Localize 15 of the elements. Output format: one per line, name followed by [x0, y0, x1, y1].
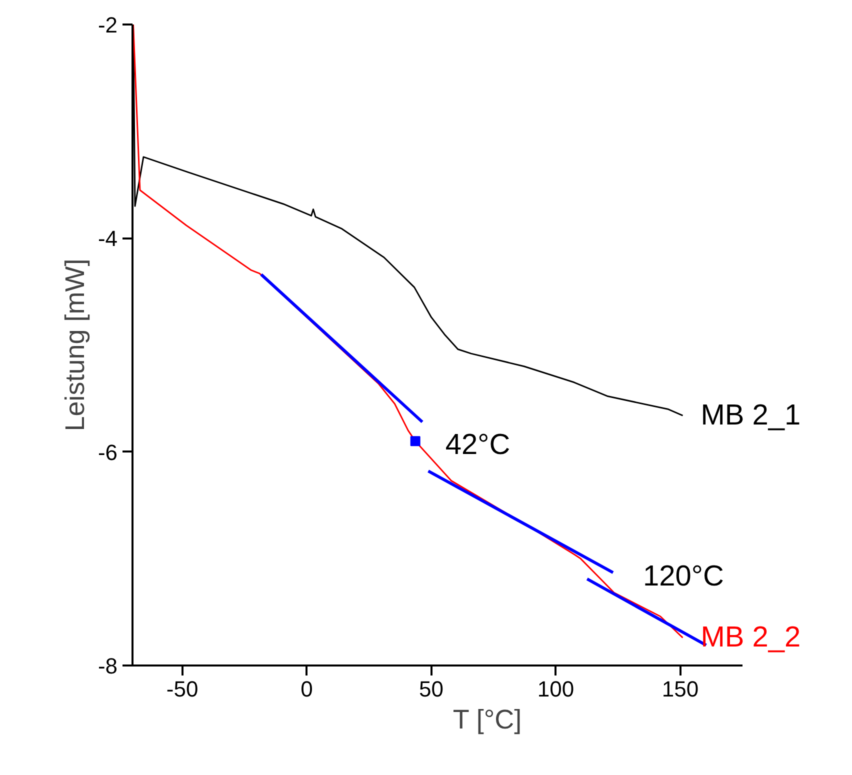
series-label: MB 2_1	[700, 400, 801, 432]
x-tick-label: 100	[537, 676, 574, 702]
y-axis-title: Leistung [mW]	[60, 258, 90, 432]
y-tick-label: -2	[98, 12, 118, 38]
y-tick-label: -8	[98, 654, 118, 678]
x-tick-label: -50	[166, 676, 198, 702]
x-tick-label: 0	[300, 676, 313, 702]
annotation: 42°C	[445, 429, 510, 462]
x-tick-label: 150	[662, 676, 699, 702]
y-tick-label: -6	[98, 440, 118, 465]
x-tick-label: 50	[419, 676, 444, 702]
series-label: MB 2_2	[700, 622, 801, 654]
y-tick-label: -4	[98, 226, 118, 252]
x-axis-title: T [°C]	[452, 704, 522, 734]
annotation: 120°C	[643, 560, 724, 593]
